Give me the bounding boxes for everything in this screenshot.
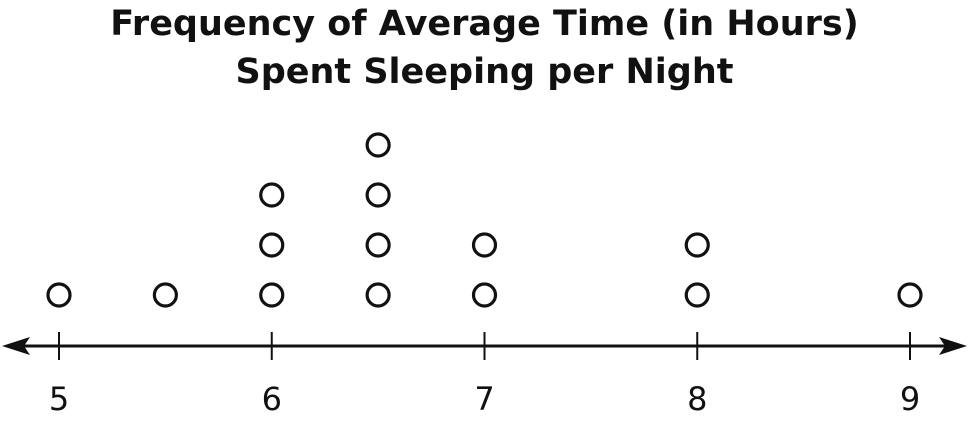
tick-label: 7 (474, 380, 494, 418)
dot-mark (259, 232, 285, 258)
tick-label: 5 (49, 380, 69, 418)
tick-label: 8 (687, 380, 707, 418)
dot-mark (259, 182, 285, 208)
tick-label: 6 (262, 380, 282, 418)
dot-mark (365, 282, 391, 308)
dot-mark (684, 282, 710, 308)
axis-arrow-right (939, 337, 967, 355)
number-line: 5 6 7 8 9 (2, 332, 967, 418)
chart-title-line-1: Frequency of Average Time (in Hours) (110, 4, 859, 44)
dot-marks (46, 132, 923, 308)
dot-mark (471, 282, 498, 308)
dot-mark (46, 282, 72, 308)
dot-mark (471, 232, 498, 258)
dot-mark (365, 232, 391, 258)
dot-mark (365, 132, 391, 158)
tick-label: 9 (900, 380, 920, 418)
dot-mark (684, 232, 710, 258)
dot-mark (897, 282, 923, 308)
axis-arrow-left (2, 337, 30, 355)
dot-mark (259, 282, 285, 308)
dot-mark (365, 182, 391, 208)
chart-title-line-2: Spent Sleeping per Night (235, 52, 734, 92)
dot-mark (152, 282, 178, 308)
